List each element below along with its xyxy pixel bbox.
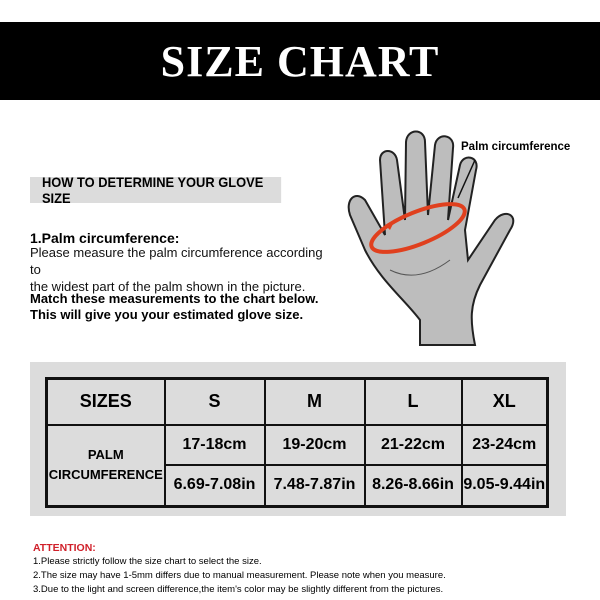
cm-cell: 19-20cm	[263, 423, 366, 466]
size-table: SIZES S M L XL PALM CIRCUMFERENCE 17-18cm…	[45, 377, 549, 508]
row-label-line: PALM	[87, 447, 124, 463]
header-cell: S	[163, 377, 266, 426]
palm-circumference-label: Palm circumference	[461, 141, 571, 153]
cm-cell: 23-24cm	[460, 423, 549, 466]
note: 1.Please strictly follow the size chart …	[33, 556, 262, 567]
desc-line: Please measure the palm circumference ac…	[30, 245, 323, 277]
note: 3.Due to the light and screen difference…	[33, 584, 444, 595]
page-title: SIZE CHART	[160, 36, 440, 86]
in-cell: 6.69-7.08in	[163, 463, 266, 508]
measure-description: Please measure the palm circumference ac…	[30, 244, 330, 295]
cm-cell: 21-22cm	[363, 423, 463, 466]
attention-notes: ATTENTION: 1.Please strictly follow the …	[33, 541, 446, 597]
attention-title: ATTENTION:	[33, 542, 96, 554]
row-label-line: CIRCUMFERENCE	[48, 467, 163, 483]
row-label: PALM CIRCUMFERENCE	[45, 423, 166, 508]
title-banner: SIZE CHART	[0, 22, 600, 100]
in-cell: 8.26-8.66in	[363, 463, 463, 508]
match-line: Match these measurements to the chart be…	[30, 291, 319, 306]
label-pointer	[457, 159, 476, 199]
cm-cell: 17-18cm	[163, 423, 266, 466]
table-row: SIZES S M L XL	[45, 377, 549, 426]
desc-line: the widest part of the palm shown in the…	[30, 279, 306, 294]
header-cell: M	[263, 377, 366, 426]
header-cell: XL	[460, 377, 549, 426]
hand-illustration	[347, 130, 515, 346]
match-note: Match these measurements to the chart be…	[30, 291, 318, 323]
header-cell: SIZES	[45, 377, 166, 426]
match-line: This will give you your estimated glove …	[30, 307, 304, 322]
palm-measure-ring	[369, 202, 467, 254]
in-cell: 9.05-9.44in	[460, 463, 549, 508]
note: 2.The size may have 1-5mm differs due to…	[33, 570, 446, 581]
table-row: PALM CIRCUMFERENCE 17-18cm 19-20cm 21-22c…	[45, 423, 549, 508]
header-cell: L	[363, 377, 463, 426]
in-cell: 7.48-7.87in	[263, 463, 366, 508]
table-row: 6.69-7.08in 7.48-7.87in 8.26-8.66in 9.05…	[47, 463, 549, 508]
howto-heading: HOW TO DETERMINE YOUR GLOVE SIZE	[30, 174, 282, 206]
palm-subheading: 1.Palm circumference:	[30, 230, 180, 246]
